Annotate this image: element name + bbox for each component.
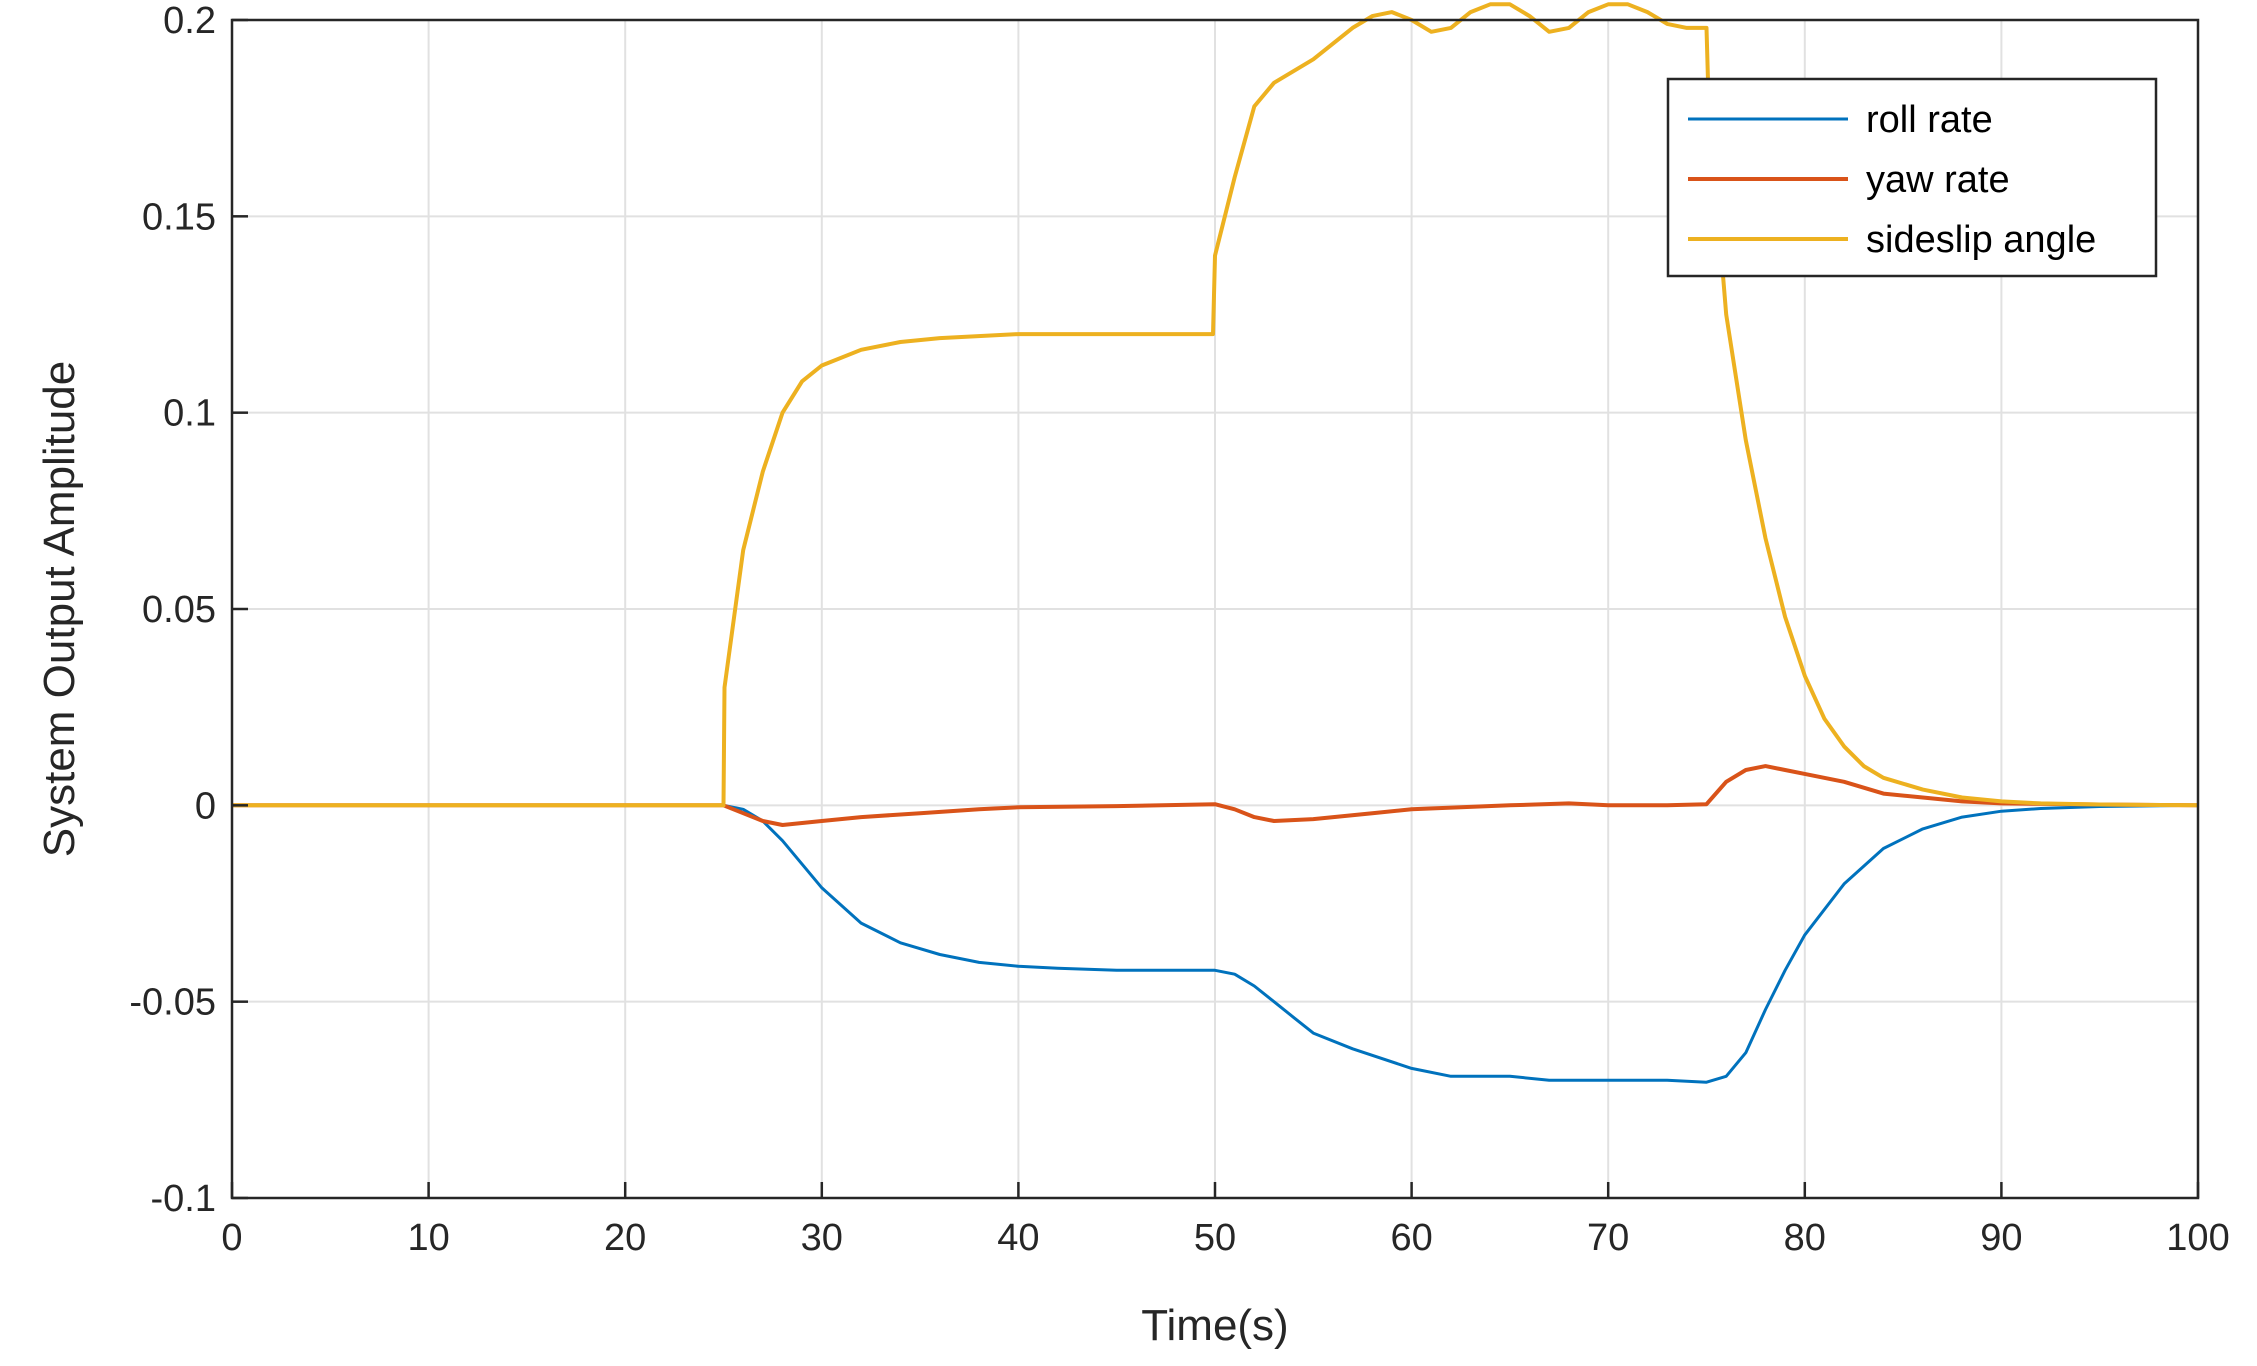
x-tick-label: 20	[604, 1217, 646, 1259]
x-tick-label: 10	[407, 1217, 449, 1259]
x-tick-label: 60	[1390, 1217, 1432, 1259]
series-group	[232, 2, 2199, 1084]
y-tick-label: -0.1	[151, 1178, 216, 1220]
series-line-roll-rate	[232, 803, 2199, 1084]
x-tick-label: 50	[1194, 1217, 1236, 1259]
x-tick-label: 40	[997, 1217, 1039, 1259]
x-tick-label: 0	[221, 1217, 242, 1259]
y-tick-label: -0.05	[129, 982, 216, 1024]
legend-label: sideslip angle	[1866, 219, 2096, 261]
x-tick-label: 70	[1587, 1217, 1629, 1259]
legend-label: yaw rate	[1866, 159, 2010, 201]
y-tick-label: 0.1	[163, 393, 216, 435]
x-tick-label: 100	[2166, 1217, 2229, 1259]
x-tick-label: 90	[1980, 1217, 2022, 1259]
series-line-sideslip-angle	[232, 2, 2199, 808]
y-tick-label: 0.15	[142, 196, 216, 238]
series-line-yaw-rate	[232, 764, 2199, 827]
y-axis-title: System Output Amplitude	[35, 361, 84, 857]
ticks	[230, 18, 2200, 1200]
x-tick-label: 30	[801, 1217, 843, 1259]
legend: roll rate yaw rate sideslip angle	[1666, 77, 2158, 278]
legend-label: roll rate	[1866, 99, 1993, 141]
tick-labels: 0 10 20 30 40 50 60 70 80 90 100 -0.1 -0.05 0 0.05 0.1 0…	[129, 0, 2229, 1259]
y-tick-label: 0	[195, 785, 216, 827]
y-tick-label: 0.2	[163, 0, 216, 42]
x-axis-title: Time(s)	[1141, 1301, 1288, 1350]
y-tick-label: 0.05	[142, 589, 216, 631]
x-tick-label: 80	[1784, 1217, 1826, 1259]
